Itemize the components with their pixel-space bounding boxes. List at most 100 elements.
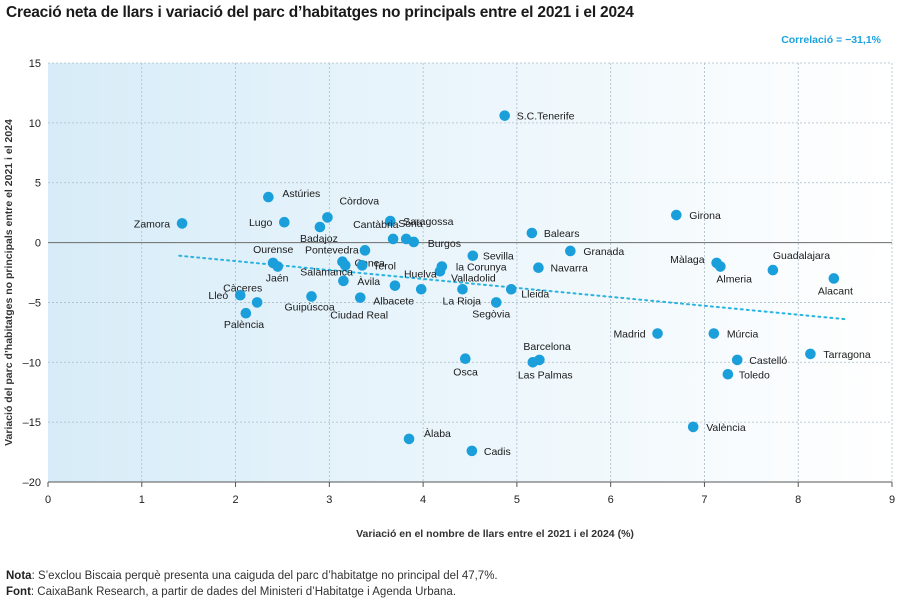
data-point — [457, 283, 468, 295]
y-axis-title: Variació del parc d’habitatges no princi… — [3, 119, 15, 446]
data-point-label: Guipúscoa — [285, 301, 335, 313]
data-point-label: Càceres — [223, 282, 262, 294]
data-point-label: Salamanca — [300, 266, 353, 278]
data-point-label: Osca — [453, 367, 478, 379]
data-point-label: la Corunya — [456, 262, 507, 274]
data-point-label: Navarra — [550, 263, 588, 275]
data-point-label: Segòvia — [472, 308, 510, 320]
x-tick-label: 1 — [139, 494, 145, 506]
data-point — [408, 236, 420, 248]
data-point-label: Múrcia — [727, 329, 759, 341]
data-point — [490, 297, 502, 308]
x-tick-label: 4 — [420, 494, 426, 506]
source-label: Font — [6, 586, 31, 598]
chart-title: Creació neta de llars i variació del par… — [6, 4, 634, 21]
data-point — [251, 297, 263, 308]
data-point — [176, 218, 188, 229]
data-point — [767, 264, 779, 276]
data-point-label: Badajoz — [300, 233, 338, 245]
data-point-label: Còrdova — [339, 195, 379, 207]
data-point-label: Alacant — [818, 285, 853, 297]
data-point — [527, 356, 539, 368]
x-tick-label: 2 — [232, 494, 238, 506]
y-tick-label: –15 — [23, 417, 41, 429]
data-point — [279, 216, 290, 228]
note-text: : S’exclou Biscaia perquè presenta una c… — [31, 570, 498, 582]
data-point-label: Almeria — [716, 274, 752, 286]
x-tick-label: 5 — [514, 494, 520, 506]
data-point-label: S.C.Tenerife — [517, 111, 575, 123]
data-point-label: Madrid — [613, 329, 645, 341]
data-point — [722, 368, 734, 380]
data-point-label: Ciudad Real — [330, 310, 388, 322]
data-point — [533, 262, 544, 274]
data-point-label: Sòria — [398, 218, 423, 230]
x-tick-label: 3 — [326, 494, 332, 506]
y-tick-label: –5 — [29, 297, 41, 309]
data-point — [671, 209, 682, 221]
data-point-label: Zamora — [134, 218, 170, 230]
data-point — [338, 275, 349, 287]
data-point-label: Burgos — [428, 238, 461, 250]
data-point — [263, 191, 274, 203]
data-point-label: Màlaga — [670, 254, 705, 266]
data-point — [460, 353, 471, 364]
data-point — [306, 291, 317, 302]
data-point-label: Las Palmas — [518, 369, 573, 381]
trend-line — [178, 254, 847, 321]
data-point-label: Saragossa — [403, 216, 453, 228]
data-point-label: Castelló — [749, 355, 787, 367]
data-point — [387, 233, 399, 245]
data-point-label: Terol — [373, 260, 396, 272]
scatter-chart: 0 1 2 3 4 5 6 7 8 9 15 10 5 0 –5 –10 –15 –20 Variació en e… — [3, 58, 895, 540]
y-tick-label: 15 — [29, 58, 41, 70]
x-tick-label: 8 — [795, 494, 801, 506]
data-point — [415, 283, 427, 295]
data-point — [403, 433, 415, 445]
data-point-label: Cadis — [484, 446, 511, 458]
source-line: Font: CaixaBank Research, a partir de da… — [6, 586, 456, 598]
data-point — [466, 445, 478, 457]
data-point — [505, 283, 517, 295]
data-point — [526, 227, 538, 239]
data-point-label: Guadalajara — [773, 250, 830, 262]
correlation-label: Correlació = −31,1% — [781, 34, 881, 46]
data-point — [339, 260, 351, 271]
data-point — [715, 261, 726, 272]
data-point — [499, 110, 510, 121]
data-point-label: Barcelona — [523, 341, 570, 353]
x-tick-label: 9 — [889, 494, 895, 506]
data-point — [708, 328, 720, 339]
y-tick-label: –20 — [23, 477, 41, 489]
data-point — [828, 273, 840, 284]
x-tick-label: 6 — [608, 494, 614, 506]
data-point-label: Cantàbria — [353, 219, 399, 231]
data-point-label: Palència — [224, 319, 264, 331]
data-point — [565, 245, 576, 257]
data-point-label: Albacete — [373, 295, 414, 307]
data-point-label: Pontevedra — [305, 244, 359, 256]
note-label: Nota — [6, 570, 32, 582]
x-tick-label: 0 — [45, 494, 51, 506]
data-point-label: Àvila — [357, 275, 380, 288]
data-point-label: Girona — [689, 210, 721, 222]
y-tick-label: –10 — [23, 357, 41, 369]
data-point — [354, 292, 366, 303]
data-point — [359, 245, 371, 256]
data-point — [272, 261, 284, 272]
data-point-label: Huelva — [404, 269, 437, 281]
data-point — [731, 354, 743, 366]
data-point — [652, 328, 663, 339]
x-tick-label: 7 — [701, 494, 707, 506]
data-point-label: València — [706, 422, 746, 434]
data-point-label: Sevilla — [483, 251, 514, 263]
data-point-label: Tarragona — [823, 349, 870, 361]
y-tick-label: 5 — [35, 178, 41, 190]
data-point-label: Valladolid — [451, 272, 496, 284]
data-point — [240, 307, 252, 319]
data-point — [322, 212, 333, 223]
y-tick-label: 10 — [29, 118, 41, 130]
data-point-label: La Rioja — [442, 295, 481, 307]
data-point — [434, 266, 446, 277]
data-point — [234, 289, 246, 301]
